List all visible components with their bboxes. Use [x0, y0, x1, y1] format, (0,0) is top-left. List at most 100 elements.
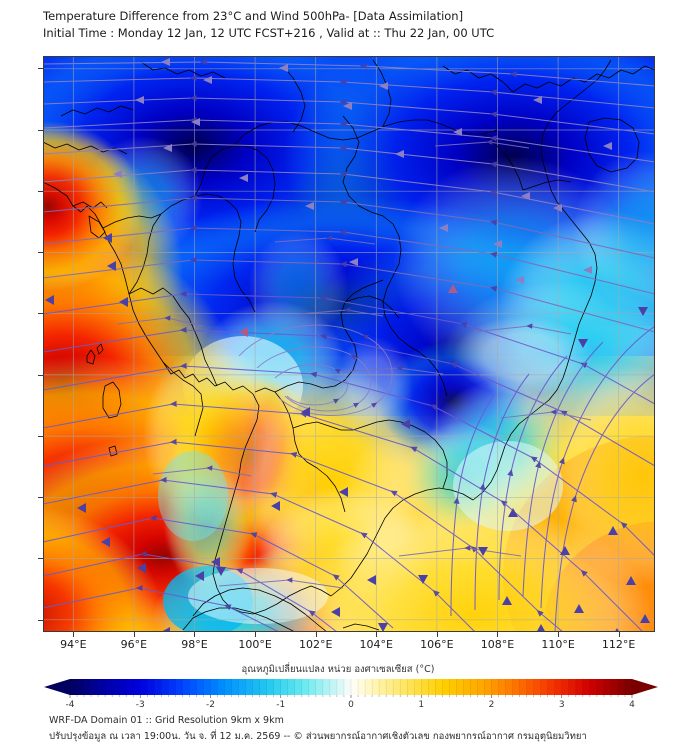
- x-axis-tick-label: 106°E: [420, 638, 454, 651]
- colorbar-band: [77, 679, 85, 695]
- colorbar-band: [140, 679, 148, 695]
- colorbar-band: [407, 679, 415, 695]
- colorbar-band: [617, 679, 626, 695]
- colorbar-band: [365, 679, 373, 695]
- colorbar-band: [568, 679, 577, 695]
- colorbar-band: [119, 679, 127, 695]
- x-axis-tick-mark: [194, 632, 196, 637]
- y-axis-tick-mark: [38, 435, 43, 437]
- colorbar-band: [196, 679, 204, 695]
- colorbar-band: [442, 679, 450, 695]
- colorbar-band: [112, 679, 120, 695]
- colorbar-band: [624, 679, 633, 695]
- colorbar-band: [280, 679, 289, 695]
- colorbar-band: [210, 679, 218, 695]
- colorbar-band: [526, 679, 535, 695]
- colorbar-band: [428, 679, 436, 695]
- colorbar-band: [379, 679, 387, 695]
- y-axis-tick-mark: [38, 252, 43, 254]
- colorbar-band: [84, 679, 92, 695]
- colorbar-band: [533, 679, 542, 695]
- colorbar-band: [252, 679, 261, 695]
- x-axis-tick-mark: [558, 632, 560, 637]
- x-axis-tick-label: 100°E: [238, 638, 272, 651]
- colorbar-band: [540, 679, 549, 695]
- footer-block: WRF-DA Domain 01 :: Grid Resolution 9km …: [49, 713, 587, 745]
- colorbar-band: [315, 679, 324, 695]
- colorbar-band: [610, 679, 619, 695]
- colorbar-band: [273, 679, 282, 695]
- colorbar-band: [561, 679, 570, 695]
- y-axis-tick-mark: [38, 129, 43, 131]
- colorbar-band: [414, 679, 422, 695]
- colorbar-band: [91, 679, 99, 695]
- chart-subtitle: Initial Time : Monday 12 Jan, 12 UTC FCS…: [43, 26, 495, 40]
- colorbar-band: [589, 679, 598, 695]
- weather-map-svg: [43, 56, 655, 632]
- y-axis-tick-mark: [38, 313, 43, 315]
- colorbar-band: [322, 679, 331, 695]
- colorbar-band: [224, 679, 232, 695]
- colorbar-tick-label: 3: [558, 700, 565, 710]
- colorbar[interactable]: [44, 678, 658, 698]
- colorbar-band: [470, 679, 478, 695]
- colorbar-band: [351, 679, 359, 695]
- chart-title-block: Temperature Difference from 23°C and Win…: [43, 8, 663, 42]
- colorbar-band: [463, 679, 471, 695]
- colorbar-band: [582, 679, 591, 695]
- colorbar-band: [70, 679, 78, 695]
- x-axis-tick-mark: [133, 632, 135, 637]
- x-axis-tick-mark: [73, 632, 75, 637]
- x-axis-tick-label: 96°E: [120, 638, 148, 651]
- y-axis-tick-mark: [38, 374, 43, 376]
- y-axis-tick-mark: [38, 619, 43, 621]
- colorbar-band: [456, 679, 464, 695]
- x-axis-tick-mark: [315, 632, 317, 637]
- colorbar-band: [154, 679, 162, 695]
- x-axis-tick-mark: [376, 632, 378, 637]
- colorbar-band: [133, 679, 141, 695]
- colorbar-band: [421, 679, 429, 695]
- colorbar-band: [238, 679, 246, 695]
- colorbar-title: อุณหภูมิเปลี่ยนแปลง หน่วย องศาเซลเซียส (…: [241, 664, 435, 675]
- footer-credit: ปรับปรุงข้อมูล ณ เวลา 19:00น. วัน จ. ที่…: [49, 731, 587, 742]
- colorbar-band: [484, 679, 492, 695]
- map-plot-area: [43, 56, 655, 632]
- colorbar-band: [372, 679, 380, 695]
- colorbar-band: [498, 679, 506, 695]
- x-axis-tick-label: 108°E: [480, 638, 515, 651]
- colorbar-band: [105, 679, 113, 695]
- y-axis-tick-mark: [38, 190, 43, 192]
- x-axis-tick-label: 104°E: [359, 638, 393, 651]
- colorbar-band: [161, 679, 169, 695]
- colorbar-band: [358, 679, 366, 695]
- colorbar-band: [554, 679, 563, 695]
- colorbar-svg: [44, 679, 658, 698]
- y-axis-tick-mark: [38, 68, 43, 70]
- colorbar-band: [505, 679, 513, 695]
- colorbar-band: [287, 679, 296, 695]
- y-axis-tick-mark: [38, 497, 43, 499]
- x-axis-tick-mark: [618, 632, 620, 637]
- colorbar-band: [336, 679, 345, 695]
- colorbar-band: [126, 679, 134, 695]
- colorbar-band: [189, 679, 197, 695]
- colorbar-band: [400, 679, 408, 695]
- colorbar-band: [217, 679, 225, 695]
- colorbar-band: [477, 679, 485, 695]
- colorbar-band: [231, 679, 239, 695]
- colorbar-band: [449, 679, 457, 695]
- colorbar-band: [259, 679, 268, 695]
- colorbar-tick-label: 0: [348, 700, 354, 710]
- page-title: Temperature Difference from 23°C and Win…: [43, 9, 464, 23]
- colorbar-band: [168, 679, 176, 695]
- wind-streamlines-layer: [43, 58, 655, 632]
- colorbar-tick-label: -1: [276, 700, 286, 710]
- colorbar-tick-label: 4: [629, 700, 635, 710]
- footer-domain-info: WRF-DA Domain 01 :: Grid Resolution 9km …: [49, 715, 284, 726]
- colorbar-band: [147, 679, 155, 695]
- x-axis-tick-label: 110°E: [541, 638, 575, 651]
- colorbar-band: [182, 679, 190, 695]
- wind-arrowheads: [45, 58, 650, 632]
- colorbar-band: [547, 679, 556, 695]
